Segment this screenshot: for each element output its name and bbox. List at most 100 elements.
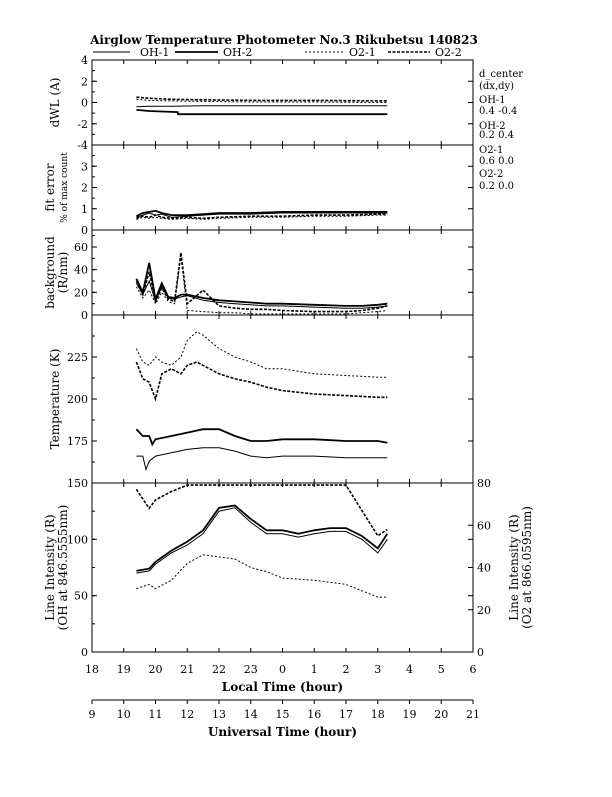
y-tick-label: 40	[74, 264, 88, 277]
x-tick-label: 1	[311, 663, 318, 676]
y-tick-label: 100	[67, 533, 88, 546]
y-tick-label: 2	[81, 182, 88, 195]
x-tick-label: 2	[343, 663, 350, 676]
y-tick-label: 0	[81, 97, 88, 110]
panel-bg: 60 40 20 0 background (R/nm)	[43, 229, 474, 322]
panel-frame	[91, 314, 474, 484]
y2-tick-label: 80	[477, 477, 491, 490]
side-entry-value: 0.4 -0.4	[479, 106, 517, 117]
y2-axis-label: Line Intensity (R)	[507, 514, 521, 620]
y-axis-label-2: % of max count	[60, 152, 70, 223]
y-tick-label: -4	[77, 139, 88, 152]
series-line-oh-1	[136, 212, 388, 218]
y-tick-label: 0	[81, 309, 88, 322]
series-line-o2-2	[135, 484, 388, 537]
series-line-o2-1	[135, 331, 388, 378]
legend: OH-1 OH-2 O2-1 O2-2	[93, 46, 462, 59]
y-tick-label: 60	[74, 241, 88, 254]
y2-tick-label: 0	[477, 646, 484, 659]
series-line-o2-2	[135, 252, 388, 313]
series-line-o2-1	[136, 98, 388, 103]
x-tick-label: 6	[470, 663, 477, 676]
y-axis-label: background	[43, 236, 57, 309]
y2-tick-label: 20	[477, 604, 491, 617]
y-tick-label: 150	[67, 477, 88, 490]
ut-tick-label: 17	[339, 708, 353, 721]
series-line-oh-1	[136, 105, 388, 108]
x-tick-label: 0	[279, 663, 286, 676]
y-tick-label: -2	[77, 118, 88, 131]
series-line-oh-2	[136, 109, 388, 116]
x-axis-label: Local Time (hour)	[222, 680, 343, 694]
series-line-oh-1	[136, 507, 388, 574]
side-subheader: (dx,dy)	[479, 81, 514, 92]
y-tick-label: 50	[74, 590, 88, 603]
ut-tick-label: 15	[276, 708, 290, 721]
ut-axis-label: Universal Time (hour)	[208, 725, 357, 739]
y-tick-label: 200	[67, 393, 88, 406]
side-entry-value: 0.6 0.0	[479, 156, 514, 167]
series-line-oh-1	[136, 447, 388, 472]
side-entry-value: 0.2 0.4	[479, 130, 514, 141]
series-line-o2-2	[136, 213, 388, 220]
y-tick-label: 3	[81, 160, 88, 173]
y-axis-label: dWL (A)	[48, 78, 62, 128]
y-tick-label: 2	[81, 75, 88, 88]
legend-label: O2-2	[435, 46, 462, 59]
y-axis-label: fit error	[43, 163, 57, 211]
series-line-o2-1	[136, 554, 388, 598]
series-line-oh-2	[135, 209, 388, 218]
x-tick-label: 21	[180, 663, 194, 676]
ut-tick-label: 21	[466, 708, 480, 721]
y-tick-label: 20	[74, 286, 88, 299]
ut-tick-label: 13	[212, 708, 226, 721]
ut-tick-label: 11	[149, 708, 163, 721]
panel-fit: 3 2 1 0 fit error% of max count	[43, 144, 474, 237]
y-axis-label-2: (OH at 846.5555nm)	[56, 505, 70, 631]
side-entry-name: OH-2	[479, 121, 506, 132]
side-entry-name: OH-1	[479, 95, 506, 106]
panel-dwl: 4 2 0 -2 -4 dWL (A)	[48, 54, 474, 152]
series-line-oh-2	[135, 262, 388, 307]
y-axis-label-2: (R/nm)	[56, 252, 70, 294]
x-tick-label: 23	[244, 663, 258, 676]
ut-tick-label: 16	[307, 708, 321, 721]
panel-frame	[91, 144, 474, 231]
series-line-o2-2	[135, 361, 388, 402]
y-tick-label: 4	[81, 54, 88, 67]
series-line-o2-1	[135, 256, 388, 315]
y2-tick-label: 40	[477, 562, 491, 575]
x-tick-label: 3	[374, 663, 381, 676]
ut-tick-label: 18	[371, 708, 385, 721]
series-line-o2-2	[136, 96, 388, 102]
ut-tick-label: 10	[117, 708, 131, 721]
x-tick-label: 4	[406, 663, 413, 676]
y-axis-label: Line Intensity (R)	[43, 514, 57, 620]
y-axis-label: Temperature (K)	[48, 349, 62, 450]
x-tick-label: 18	[85, 663, 99, 676]
side-entry-name: O2-2	[479, 169, 503, 180]
legend-label: O2-1	[349, 46, 376, 59]
y-tick-label: 225	[67, 351, 88, 364]
panel-temp: 225 200 175 Temperature (K)	[48, 314, 474, 484]
side-entry-value: 0.2 0.0	[479, 181, 514, 192]
y-tick-label: 0	[81, 646, 88, 659]
side-entry-name: O2-1	[479, 145, 503, 156]
series-line-oh-2	[135, 428, 388, 447]
y-tick-label: 0	[81, 224, 88, 237]
panel-frame	[91, 59, 474, 146]
x-tick-label: 20	[149, 663, 163, 676]
legend-label: OH-1	[140, 46, 169, 59]
y2-axis-label-2: (O2 at 866.0595nm)	[520, 506, 534, 629]
ut-tick-label: 12	[180, 708, 194, 721]
x-tick-label: 5	[438, 663, 445, 676]
ut-tick-label: 9	[89, 708, 96, 721]
side-info: d_center(dx,dy) OH-10.4 -0.4 OH-20.2 0.4 O2…	[479, 69, 523, 192]
ut-tick-label: 20	[434, 708, 448, 721]
series-line-oh-2	[136, 504, 389, 572]
